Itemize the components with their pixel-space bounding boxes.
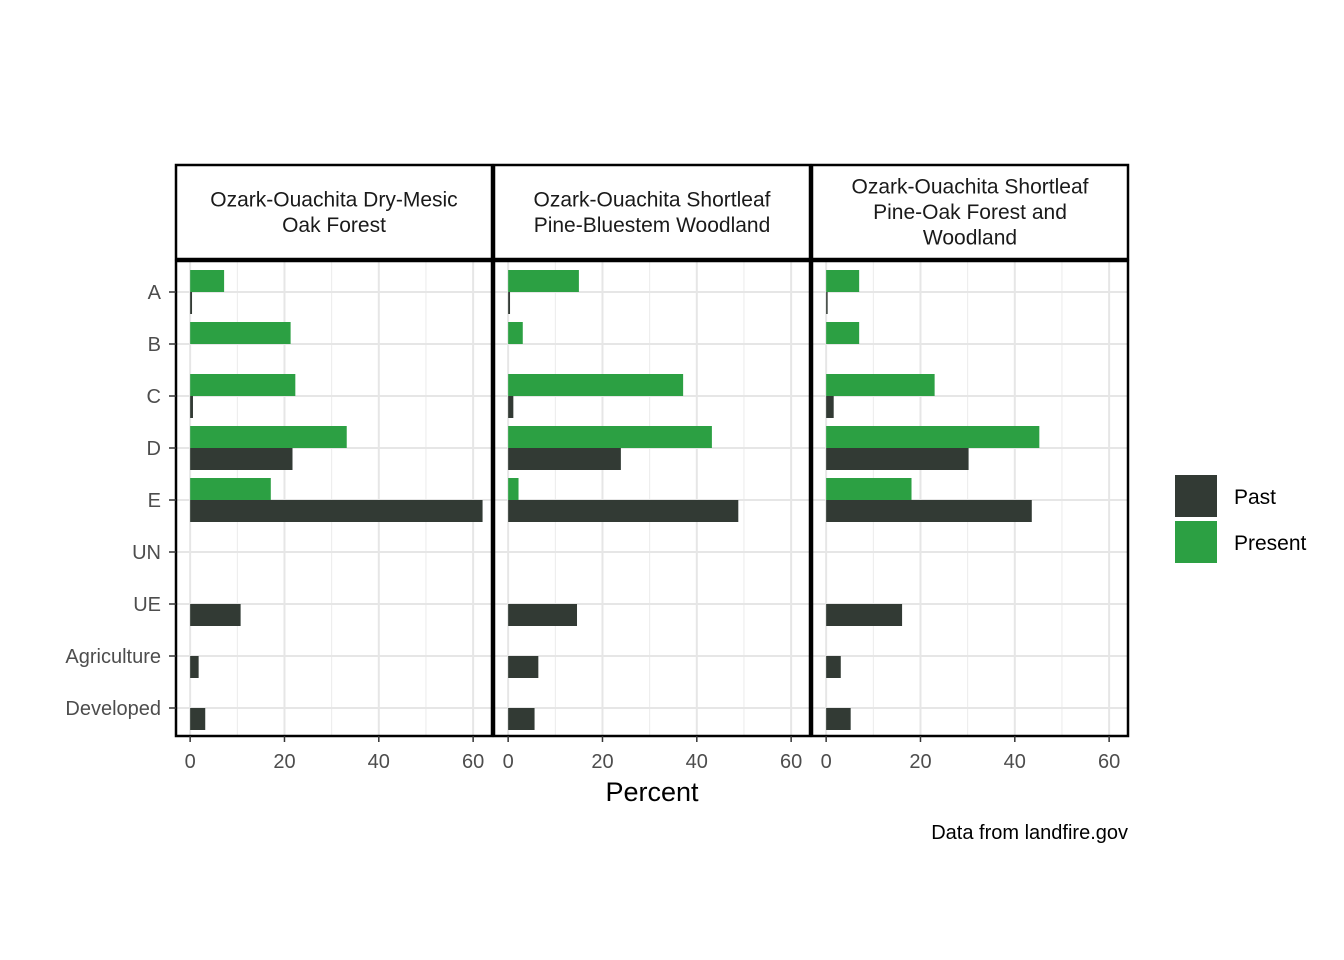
x-tick-label: 0 [821,751,832,773]
bar-present-b [190,322,291,344]
bar-present-a [826,270,860,292]
x-tick-label: 60 [780,751,802,773]
legend-key-past [1175,475,1217,517]
legend-key-present [1175,521,1217,563]
bar-present-d [190,426,347,448]
bar-past-a [508,292,511,314]
x-tick-label: 0 [185,751,196,773]
bar-past-ue [508,604,578,626]
bar-past-developed [826,708,851,730]
x-tick-label: 40 [368,751,390,773]
legend-label-present: Present [1234,532,1307,555]
bar-past-d [508,448,621,470]
legend: Past Present [1175,475,1307,563]
bar-present-c [826,374,935,396]
y-tick-label-b: B [148,334,161,356]
facet-title-line: Ozark-Ouachita Shortleaf [852,176,1089,199]
bar-present-a [508,270,579,292]
panel-background [494,261,810,736]
bar-past-agriculture [826,656,841,678]
bar-present-c [508,374,684,396]
x-axis-title: Percent [605,777,699,807]
y-tick-label-agriculture: Agriculture [65,646,161,668]
bar-present-d [508,426,712,448]
x-tick-label: 20 [909,751,931,773]
x-tick-label: 40 [1004,751,1026,773]
facet-title-line: Oak Forest [282,214,386,237]
bar-past-d [190,448,293,470]
panel-border [810,259,1130,738]
bar-past-agriculture [508,656,539,678]
bar-past-a [190,292,193,314]
bar-past-developed [508,708,535,730]
bar-past-c [190,396,193,418]
bar-present-a [190,270,225,292]
facet-strip [492,163,812,261]
y-tick-label-d: D [147,438,161,460]
y-tick-label-c: C [147,386,161,408]
bar-past-e [190,500,483,522]
facet-title-line: Pine-Oak Forest and [873,201,1067,224]
bar-present-c [190,374,296,396]
bar-past-ue [826,604,903,626]
bar-past-d [826,448,969,470]
y-tick-label-un: UN [132,542,161,564]
bar-present-b [508,322,523,344]
x-tick-label: 60 [462,751,484,773]
bar-present-d [826,426,1040,448]
facet-strip [810,163,1130,261]
panel-border [492,259,812,738]
bar-present-e [508,478,519,500]
x-tick-label: 20 [591,751,613,773]
bar-past-ue [190,604,241,626]
x-tick-label: 20 [273,751,295,773]
y-tick-label-a: A [148,282,162,304]
bar-present-e [826,478,912,500]
x-tick-label: 40 [686,751,708,773]
facet-title-line: Pine-Bluestem Woodland [534,214,771,237]
bar-past-e [508,500,739,522]
bar-present-b [826,322,860,344]
bar-past-agriculture [190,656,199,678]
facet-title-line: Ozark-Ouachita Shortleaf [534,188,771,211]
panel-border [174,259,494,738]
bar-past-a [826,292,828,314]
bar-past-c [826,396,834,418]
facet-title-line: Ozark-Ouachita Dry-Mesic [210,188,457,211]
y-tick-label-e: E [148,490,161,512]
bar-past-e [826,500,1032,522]
caption: Data from landfire.gov [931,822,1128,844]
bar-present-e [190,478,271,500]
facet-strip [174,163,494,261]
bar-past-c [508,396,514,418]
x-tick-label: 0 [503,751,514,773]
bar-past-developed [190,708,206,730]
facet-panel-2: Ozark-Ouachita Shortleaf Pine-Bluestem Wo… [492,163,812,773]
x-tick-label: 60 [1098,751,1120,773]
y-tick-label-developed: Developed [65,698,161,720]
facet-title-line: Woodland [923,227,1017,250]
y-tick-label-ue: UE [133,594,161,616]
facet-panel-1: Ozark-Ouachita Dry-Mesic Oak Forest 0 20 40 6… [174,163,494,773]
legend-label-past: Past [1234,486,1276,509]
